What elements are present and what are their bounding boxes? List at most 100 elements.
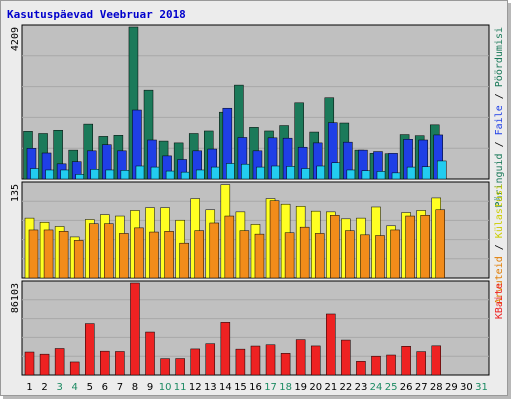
legend-entry: Pöördumisi: [494, 27, 505, 87]
y-tick-label-top: 4209: [10, 27, 21, 51]
bar-arvuteid: [73, 240, 84, 279]
bar-pöördumisi: [135, 165, 146, 180]
bar-arvuteid: [119, 233, 129, 279]
x-tick-label: 13: [204, 382, 217, 393]
bar-arvuteid: [43, 229, 54, 279]
bar-arvuteid: [239, 230, 250, 279]
bar-pöördumisi: [376, 171, 387, 180]
bar-arvuteid: [209, 222, 220, 279]
bar-pöördumisi: [421, 166, 432, 180]
bar-pöördumisi: [195, 169, 206, 180]
bar-pöördumisi: [391, 172, 402, 180]
bar-kbaite: [250, 345, 261, 376]
x-tick-label: 31: [475, 382, 488, 393]
bar-pöördumisi: [180, 171, 191, 180]
x-tick-label: 12: [189, 382, 202, 393]
bar-kbaite: [220, 322, 231, 376]
x-tick-label: 7: [117, 382, 123, 393]
x-tick-label: 21: [324, 382, 337, 393]
legend-top: Päringuid / Faile / Pöördumisi: [494, 27, 505, 208]
bar-pöördumisi: [241, 163, 251, 180]
x-tick-label: 24: [370, 382, 383, 393]
bar-pöördumisi: [45, 169, 55, 180]
bar-arvuteid: [345, 230, 355, 279]
x-tick-label: 30: [460, 382, 473, 393]
x-tick-label: 26: [400, 382, 413, 393]
bar-pöördumisi: [361, 170, 372, 180]
bar-kbaite: [386, 354, 396, 376]
bar-kbaite: [39, 353, 50, 376]
bar-arvuteid: [104, 223, 114, 279]
bar-pöördumisi: [30, 168, 40, 180]
x-tick-label: 3: [56, 382, 62, 393]
legend-entry: KBaite: [494, 283, 505, 319]
bar-arvuteid: [299, 226, 310, 279]
legend-entry: /: [494, 87, 505, 105]
bar-kbaite: [356, 361, 366, 376]
x-tick-label: 8: [132, 382, 138, 393]
x-tick-label: 19: [294, 382, 307, 393]
bar-pöördumisi: [75, 174, 85, 180]
bar-arvuteid: [179, 242, 189, 279]
bar-kbaite: [326, 313, 336, 376]
bar-arvuteid: [390, 229, 400, 279]
x-tick-label: 1: [26, 382, 32, 393]
legend-entry: Faile: [494, 105, 505, 135]
x-tick-label: 16: [249, 382, 262, 393]
bar-pöördumisi: [120, 170, 131, 180]
bar-kbaite: [145, 331, 155, 376]
bar-kbaite: [190, 348, 200, 376]
x-tick-label: 22: [340, 382, 353, 393]
bar-kbaite: [235, 348, 246, 376]
bar-kbaite: [371, 355, 381, 376]
x-tick-label: 27: [415, 382, 428, 393]
bar-pöördumisi: [346, 169, 357, 180]
x-tick-label: 17: [264, 382, 277, 393]
bar-kbaite: [295, 339, 306, 376]
bar-pöördumisi: [271, 165, 281, 180]
bar-pöördumisi: [150, 166, 161, 180]
legend-entry: Arvuteid: [494, 256, 505, 304]
bar-kbaite: [130, 282, 140, 376]
x-tick-label: 11: [174, 382, 187, 393]
bar-pöördumisi: [211, 166, 221, 180]
bar-kbaite: [24, 351, 35, 376]
legend-middle: Arvuteid / Külastusi: [494, 184, 505, 304]
bar-arvuteid: [134, 227, 144, 279]
bar-pöördumisi: [226, 163, 236, 180]
bar-arvuteid: [435, 209, 445, 279]
bar-arvuteid: [224, 215, 235, 279]
x-tick-label: 18: [279, 382, 292, 393]
x-tick-label: 23: [355, 382, 368, 393]
bar-kbaite: [85, 323, 95, 376]
x-tick-label: 25: [385, 382, 398, 393]
bar-pöördumisi: [406, 166, 417, 180]
x-tick-label: 14: [219, 382, 232, 393]
x-tick-label: 28: [430, 382, 443, 393]
x-tick-label: 6: [102, 382, 108, 393]
bar-kbaite: [54, 348, 65, 376]
bar-kbaite: [431, 345, 441, 376]
bar-kbaite: [401, 346, 411, 376]
bar-arvuteid: [164, 231, 174, 279]
chart-title: Kasutuspäevad Veebruar 2018: [7, 8, 186, 21]
bar-kbaite: [310, 345, 321, 376]
bar-kbaite: [175, 358, 185, 376]
x-tick-label: 4: [72, 382, 78, 393]
bar-pöördumisi: [286, 166, 296, 180]
legend-entry: Külastusi: [494, 184, 505, 238]
legend-entry: /: [494, 135, 505, 153]
bar-pöördumisi: [90, 168, 101, 180]
bar-arvuteid: [420, 215, 430, 279]
legend-entry: /: [494, 238, 505, 256]
x-tick-label: 5: [87, 382, 93, 393]
bar-pöördumisi: [436, 160, 447, 180]
bar-kbaite: [160, 358, 170, 376]
bar-arvuteid: [28, 229, 39, 279]
x-tick-label: 20: [309, 382, 322, 393]
x-tick-label: 2: [41, 382, 47, 393]
bar-arvuteid: [58, 231, 69, 279]
x-tick-label: 15: [234, 382, 247, 393]
bar-arvuteid: [284, 232, 295, 279]
